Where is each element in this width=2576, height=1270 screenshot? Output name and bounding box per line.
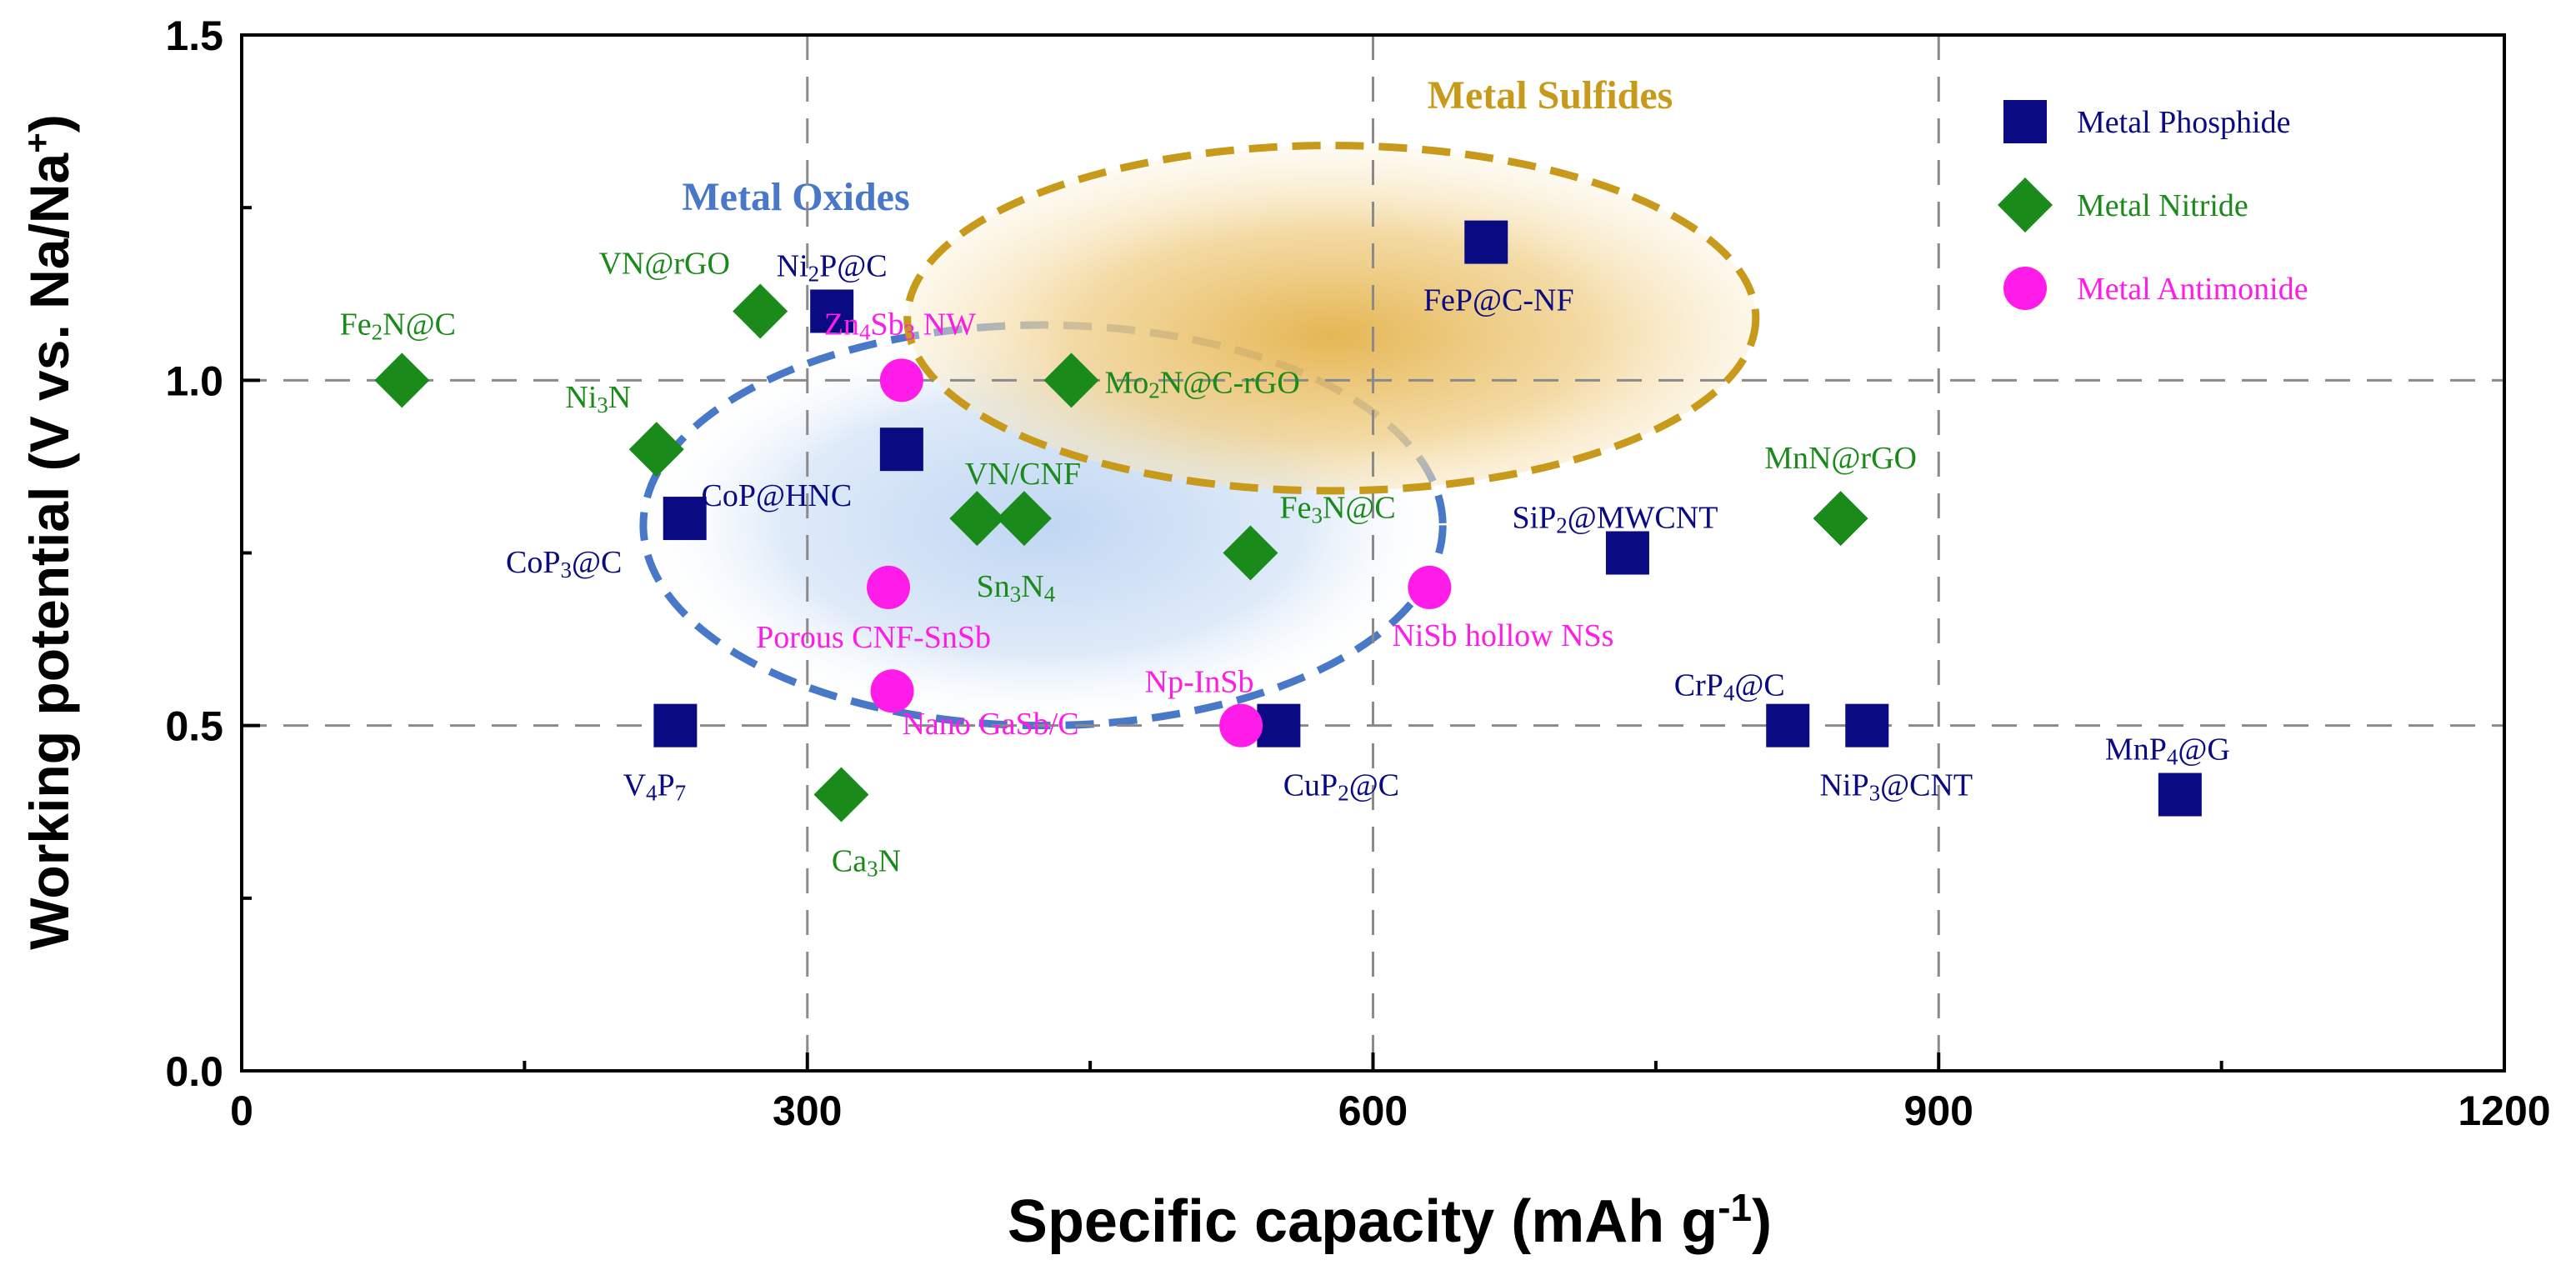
x-tick-label: 900 xyxy=(1904,1088,1973,1134)
point-label: V4P7 xyxy=(623,768,687,806)
point-label: VN/CNF xyxy=(965,457,1081,492)
point-label: CrP4@C xyxy=(1674,668,1785,706)
legend-marker-diamond xyxy=(1998,178,2053,232)
metal-phosphide-point xyxy=(879,428,923,472)
y-axis-title: Working potential (V vs. Na/Na+) xyxy=(18,114,80,949)
point-label: Porous CNF-SnSb xyxy=(756,620,991,655)
point-label: Ca3N xyxy=(832,844,901,882)
y-tick-label: 1.0 xyxy=(165,358,223,404)
x-tick-label: 1200 xyxy=(2458,1088,2550,1134)
metal-phosphide-point xyxy=(663,497,707,541)
legend-label: Metal Antimonide xyxy=(2077,272,2308,307)
point-label: Zn4Sb3 NW xyxy=(824,307,976,344)
metal-nitride-point xyxy=(1813,491,1868,547)
point-label: Fe3N@C xyxy=(1279,491,1395,528)
metal-antimonide-point xyxy=(867,565,911,609)
metal-phosphide-point xyxy=(1845,703,1889,748)
point-label: Np-InSb xyxy=(1145,665,1254,700)
metal-phosphide-point xyxy=(2158,772,2202,817)
point-label: MnP4@G xyxy=(2105,732,2230,770)
metal-nitride-point xyxy=(813,767,869,822)
x-axis-title: Specific capacity (mAh g-1) xyxy=(1008,1186,1772,1255)
legend: Metal Phosphide Metal Nitride Metal Antimo… xyxy=(1998,100,2308,310)
point-label: Sn3N4 xyxy=(977,569,1056,607)
point-label: Mo2N@C-rGO xyxy=(1105,365,1300,402)
point-label: NiP3@CNT xyxy=(1819,768,1973,806)
point-label: Nano GaSb/C xyxy=(902,707,1078,742)
point-label: Ni3N xyxy=(565,380,631,418)
points-layer xyxy=(374,220,2202,822)
point-label: VN@rGO xyxy=(598,246,729,281)
point-label: Ni2P@C xyxy=(777,248,888,286)
metal-nitride-point xyxy=(996,491,1052,547)
point-label: NiSb hollow NSs xyxy=(1392,618,1613,653)
y-tick-label: 0.0 xyxy=(165,1048,223,1095)
grid-layer xyxy=(242,35,2504,1071)
point-labels-layer: Ni2P@C CoP@HNC CoP3@C V4P7 CuP2@C FeP@C-NF SiP… xyxy=(340,246,2230,881)
legend-marker-circle xyxy=(2003,267,2047,310)
point-label: FeP@C-NF xyxy=(1423,283,1574,318)
x-tick-label: 0 xyxy=(230,1088,253,1134)
metal-phosphide-point xyxy=(1766,703,1810,748)
metal-phosphide-point xyxy=(653,703,698,748)
metal-phosphide-point xyxy=(1257,703,1301,748)
metal-nitride-point xyxy=(628,422,684,478)
metal-nitride-point xyxy=(1043,352,1099,408)
legend-marker-square xyxy=(2003,100,2047,143)
point-label: Fe2N@C xyxy=(340,307,456,344)
metal-antimonide-point xyxy=(1219,703,1263,748)
metal-nitride-point xyxy=(1223,525,1278,581)
region-label-1: Metal Sulfides xyxy=(1428,73,1673,118)
metal-phosphide-point xyxy=(1464,220,1508,264)
y-tick-label: 0.5 xyxy=(165,703,223,750)
legend-label: Metal Phosphide xyxy=(2077,105,2290,140)
axes-layer: 0 300 600 900 1200 0.0 0.5 1.0 1.5 xyxy=(165,12,2550,1134)
region-label-0: Metal Oxides xyxy=(682,175,909,219)
metal-antimonide-point xyxy=(1408,565,1452,609)
metal-nitride-point xyxy=(374,352,430,408)
x-tick-label: 300 xyxy=(773,1088,842,1134)
metal-antimonide-point xyxy=(870,669,914,713)
metal-phosphide-point xyxy=(810,289,854,333)
region-fill-1 xyxy=(907,145,1756,491)
point-label: CoP3@C xyxy=(506,545,622,582)
region-outline-1 xyxy=(903,142,1760,495)
x-tick-label: 600 xyxy=(1338,1088,1408,1134)
point-label: CuP2@C xyxy=(1283,768,1399,806)
axis-titles: Specific capacity (mAh g-1) Working poten… xyxy=(18,114,1772,1255)
metal-nitride-point xyxy=(733,283,788,339)
point-label: SiP2@MWCNT xyxy=(1512,501,1718,538)
metal-antimonide-point xyxy=(879,358,923,402)
point-label: CoP@HNC xyxy=(702,478,853,513)
legend-label: Metal Nitride xyxy=(2077,188,2248,223)
metal-phosphide-point xyxy=(1605,531,1649,575)
metal-nitride-point xyxy=(949,491,1005,547)
point-label: MnN@rGO xyxy=(1764,441,1917,476)
y-tick-label: 1.5 xyxy=(165,12,223,59)
